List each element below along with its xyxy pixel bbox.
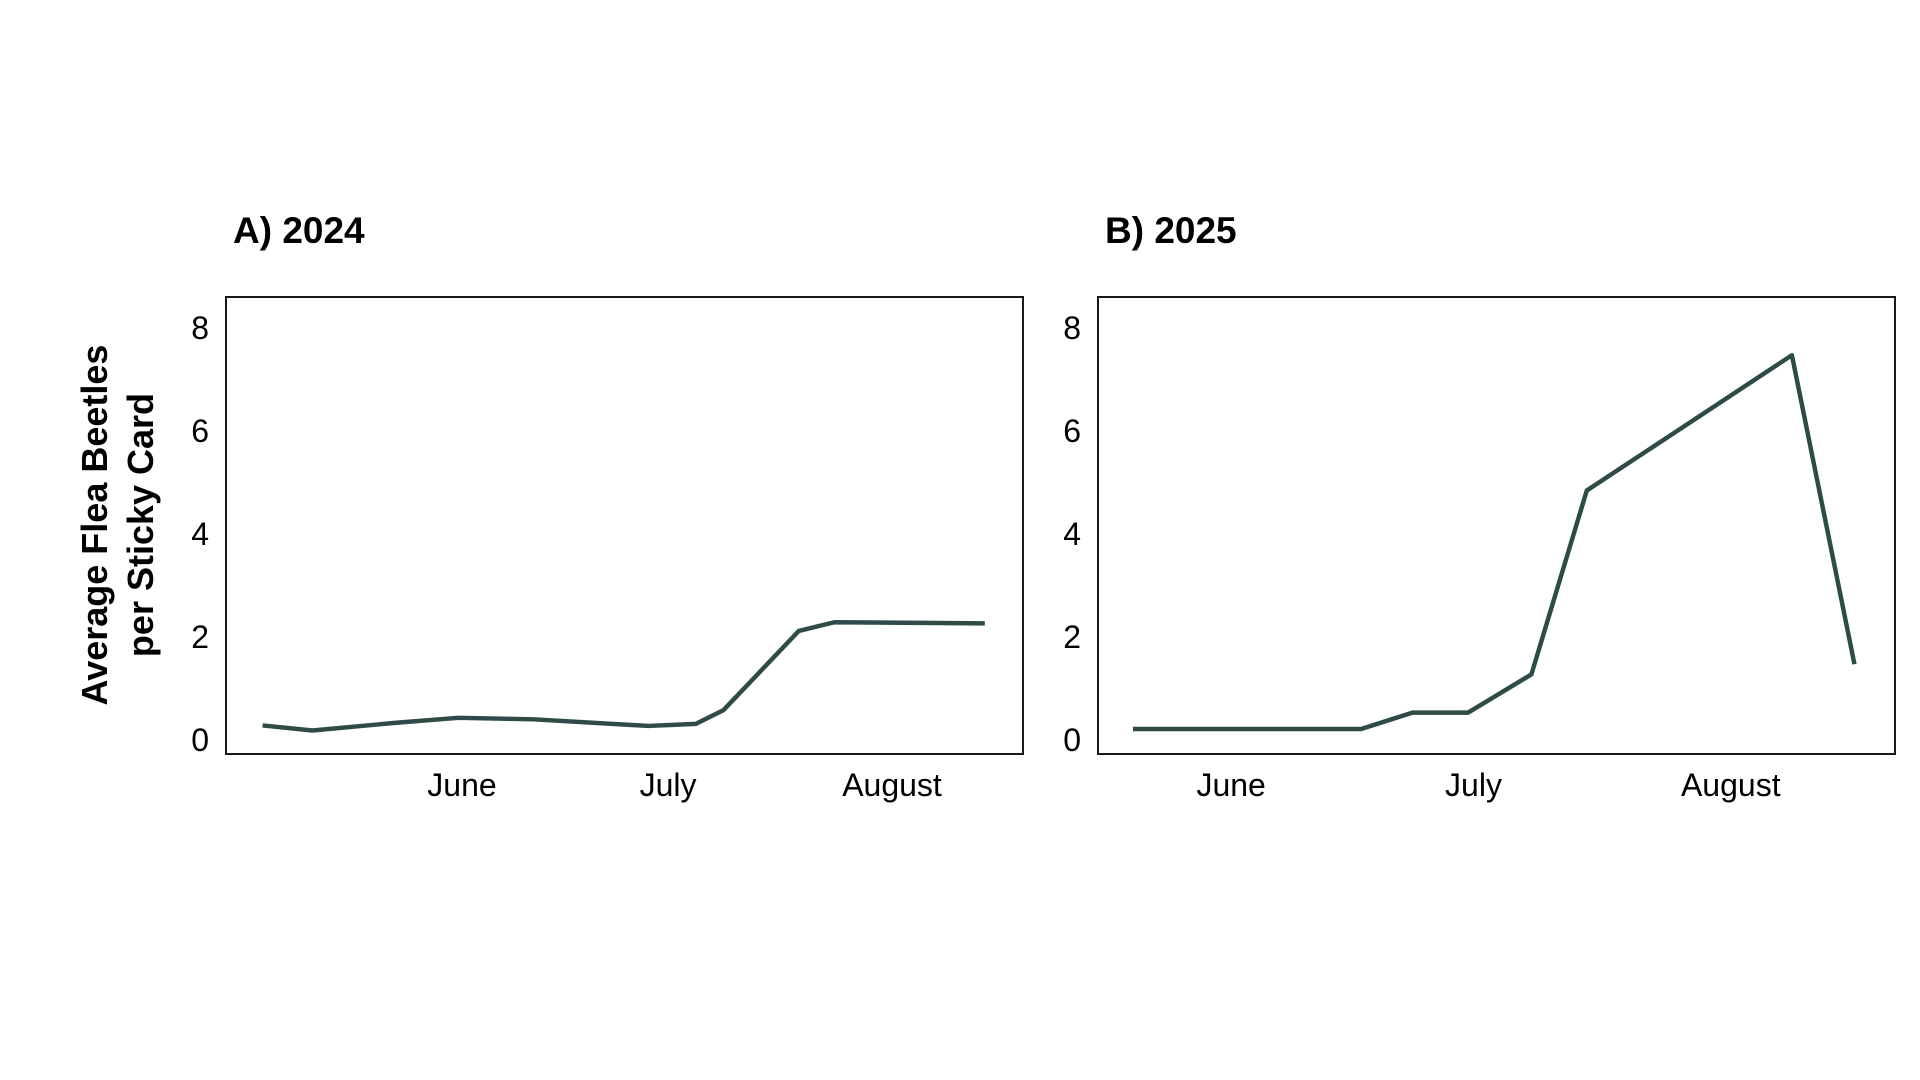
- y-tick-label: 4: [1063, 516, 1081, 552]
- plot-area-2024: [225, 296, 1024, 755]
- panel-title-2025: B) 2025: [1105, 210, 1237, 251]
- panel-title-2024: A) 2024: [233, 210, 365, 251]
- x-tick-label-june: June: [1196, 767, 1266, 803]
- line-series-2025: [1132, 352, 1857, 732]
- y-tick-label: 0: [1063, 722, 1081, 759]
- y-tick-label: 4: [191, 516, 209, 552]
- y-tick-label: 2: [191, 619, 209, 656]
- y-axis-ticks: 0 2 4 6 8: [1011, 296, 1081, 758]
- y-tick-label: 6: [1063, 412, 1081, 449]
- x-axis-labels: June July August: [225, 766, 1024, 808]
- chart-panel-2025: B) 2025 0 2 4 6 8 June July August: [1063, 0, 1920, 840]
- y-tick-label: 0: [191, 722, 209, 759]
- line-chart-2024: [262, 620, 985, 733]
- x-tick-label-august: August: [842, 767, 942, 803]
- y-tick-label: 8: [1063, 309, 1081, 346]
- x-tick-label-july: July: [639, 767, 697, 803]
- x-tick-label-june: June: [427, 767, 497, 803]
- chart-panel-2024: A) 2024 0 2 4 6 8 June July August: [191, 0, 1125, 840]
- y-tick-label: 2: [1063, 619, 1081, 656]
- x-tick-label-july: July: [1445, 767, 1502, 803]
- x-tick-label-august: August: [1680, 767, 1781, 803]
- y-tick-label: 6: [191, 412, 209, 449]
- line-chart-2025: [1132, 352, 1857, 732]
- y-axis-label-line1: Average Flea Beetles: [74, 344, 115, 706]
- plot-area-2025: [1097, 296, 1896, 755]
- y-tick-label: 8: [191, 309, 209, 346]
- line-series-2024: [262, 620, 985, 733]
- x-axis-labels: June July August: [1097, 766, 1896, 808]
- y-axis-ticks: 0 2 4 6 8: [139, 296, 209, 758]
